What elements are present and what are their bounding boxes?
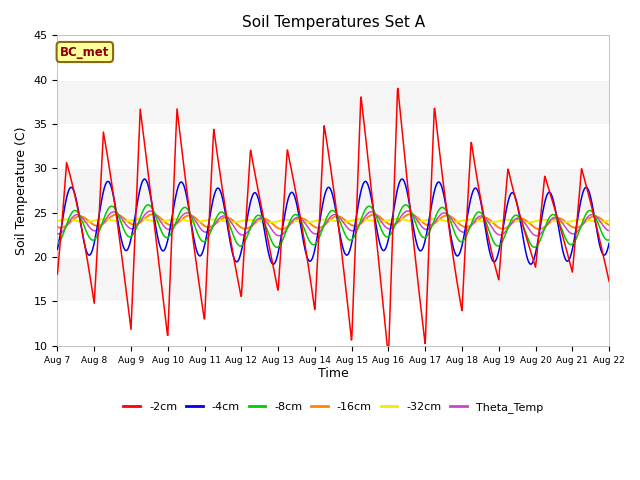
Bar bbox=[58, 213, 609, 257]
Y-axis label: Soil Temperature (C): Soil Temperature (C) bbox=[15, 126, 28, 255]
Bar bbox=[58, 213, 609, 257]
Bar bbox=[58, 36, 609, 80]
Bar bbox=[58, 36, 609, 80]
X-axis label: Time: Time bbox=[318, 367, 349, 380]
Bar bbox=[58, 124, 609, 168]
Legend: -2cm, -4cm, -8cm, -16cm, -32cm, Theta_Temp: -2cm, -4cm, -8cm, -16cm, -32cm, Theta_Te… bbox=[119, 398, 547, 418]
Bar bbox=[58, 301, 609, 346]
Title: Soil Temperatures Set A: Soil Temperatures Set A bbox=[242, 15, 425, 30]
Bar bbox=[58, 124, 609, 168]
Text: BC_met: BC_met bbox=[60, 46, 109, 59]
Bar bbox=[58, 301, 609, 346]
